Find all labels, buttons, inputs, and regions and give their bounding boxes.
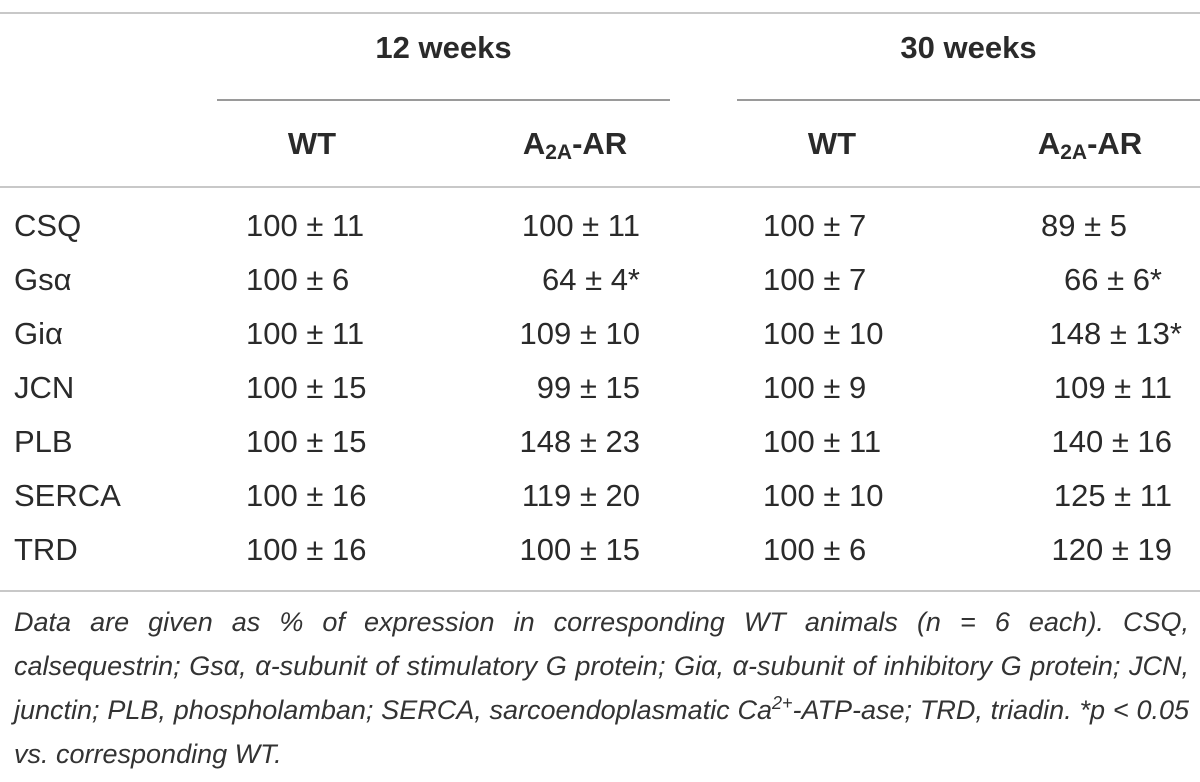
cell-wt-12: 100 ± 16 (246, 532, 367, 567)
table-footnote: Data are given as % of expression in cor… (14, 607, 1189, 769)
row-label: JCN (14, 370, 75, 405)
cell-wt-12: 100 ± 6 (246, 262, 350, 297)
header-bottom-rule (0, 186, 1200, 188)
cell-ar-12: 119 ± 20 (521, 478, 640, 513)
table-row: CSQ 100 ± 11 100 ± 11 100 ± 7 89 ± 5 (0, 199, 1200, 253)
table-row: TRD 100 ± 16 100 ± 15 100 ± 6 120 ± 19 (0, 523, 1200, 577)
cell-ar-12: 148 ± 23 (519, 424, 640, 459)
cell-ar-30: 66 ± 6* (1063, 262, 1162, 297)
col-header-a2a-ar-12: A2A-AR (522, 126, 628, 164)
cell-wt-12: 100 ± 15 (246, 370, 367, 405)
cell-ar-12: 109 ± 10 (519, 316, 640, 351)
col-header-wt-30: WT (807, 126, 857, 161)
table-bottom-rule (0, 590, 1200, 592)
cell-wt-30: 100 ± 11 (763, 424, 882, 459)
cell-wt-30: 100 ± 6 (763, 532, 867, 567)
table-row: PLB 100 ± 15 148 ± 23 100 ± 11 140 ± 16 (0, 415, 1200, 469)
group-rule-12-weeks (217, 99, 670, 101)
cell-ar-12: 100 ± 15 (519, 532, 640, 567)
table-row: JCN 100 ± 15 99 ± 15 100 ± 9 109 ± 11 (0, 361, 1200, 415)
cell-wt-30: 100 ± 7 (763, 208, 867, 243)
row-label: SERCA (14, 478, 121, 513)
row-label: TRD (14, 532, 78, 567)
group-header-30-weeks: 30 weeks (900, 30, 1037, 65)
cell-wt-12: 100 ± 16 (246, 478, 367, 513)
cell-ar-30: 89 ± 5 (1041, 208, 1127, 243)
col-header-wt-12: WT (287, 126, 337, 161)
cell-ar-30: 125 ± 11 (1053, 478, 1172, 513)
cell-ar-30: 140 ± 16 (1051, 424, 1172, 459)
col-header-a2a-ar-30: A2A-AR (1037, 126, 1143, 164)
cell-wt-30: 100 ± 9 (763, 370, 867, 405)
cell-wt-12: 100 ± 11 (246, 316, 365, 351)
cell-ar-12: 64 ± 4* (541, 262, 640, 297)
table-row: SERCA 100 ± 16 119 ± 20 100 ± 10 125 ± 1… (0, 469, 1200, 523)
row-label: Gsα (14, 262, 72, 297)
cell-ar-12: 100 ± 11 (521, 208, 640, 243)
cell-wt-12: 100 ± 11 (246, 208, 365, 243)
cell-ar-30: 148 ± 13* (1049, 316, 1182, 351)
cell-wt-30: 100 ± 10 (763, 478, 884, 513)
table-row: Gsα 100 ± 6 64 ± 4* 100 ± 7 66 ± 6* (0, 253, 1200, 307)
cell-wt-30: 100 ± 7 (763, 262, 867, 297)
group-rule-30-weeks (737, 99, 1200, 101)
cell-ar-12: 99 ± 15 (536, 370, 640, 405)
table-row: Giα 100 ± 11 109 ± 10 100 ± 10 148 ± 13* (0, 307, 1200, 361)
cell-ar-30: 120 ± 19 (1051, 532, 1172, 567)
row-label: PLB (14, 424, 73, 459)
row-label: CSQ (14, 208, 82, 243)
table-top-rule (0, 12, 1200, 14)
cell-wt-12: 100 ± 15 (246, 424, 367, 459)
group-header-12-weeks: 12 weeks (375, 30, 512, 65)
cell-wt-30: 100 ± 10 (763, 316, 884, 351)
cell-ar-30: 109 ± 11 (1053, 370, 1172, 405)
row-label: Giα (14, 316, 63, 351)
